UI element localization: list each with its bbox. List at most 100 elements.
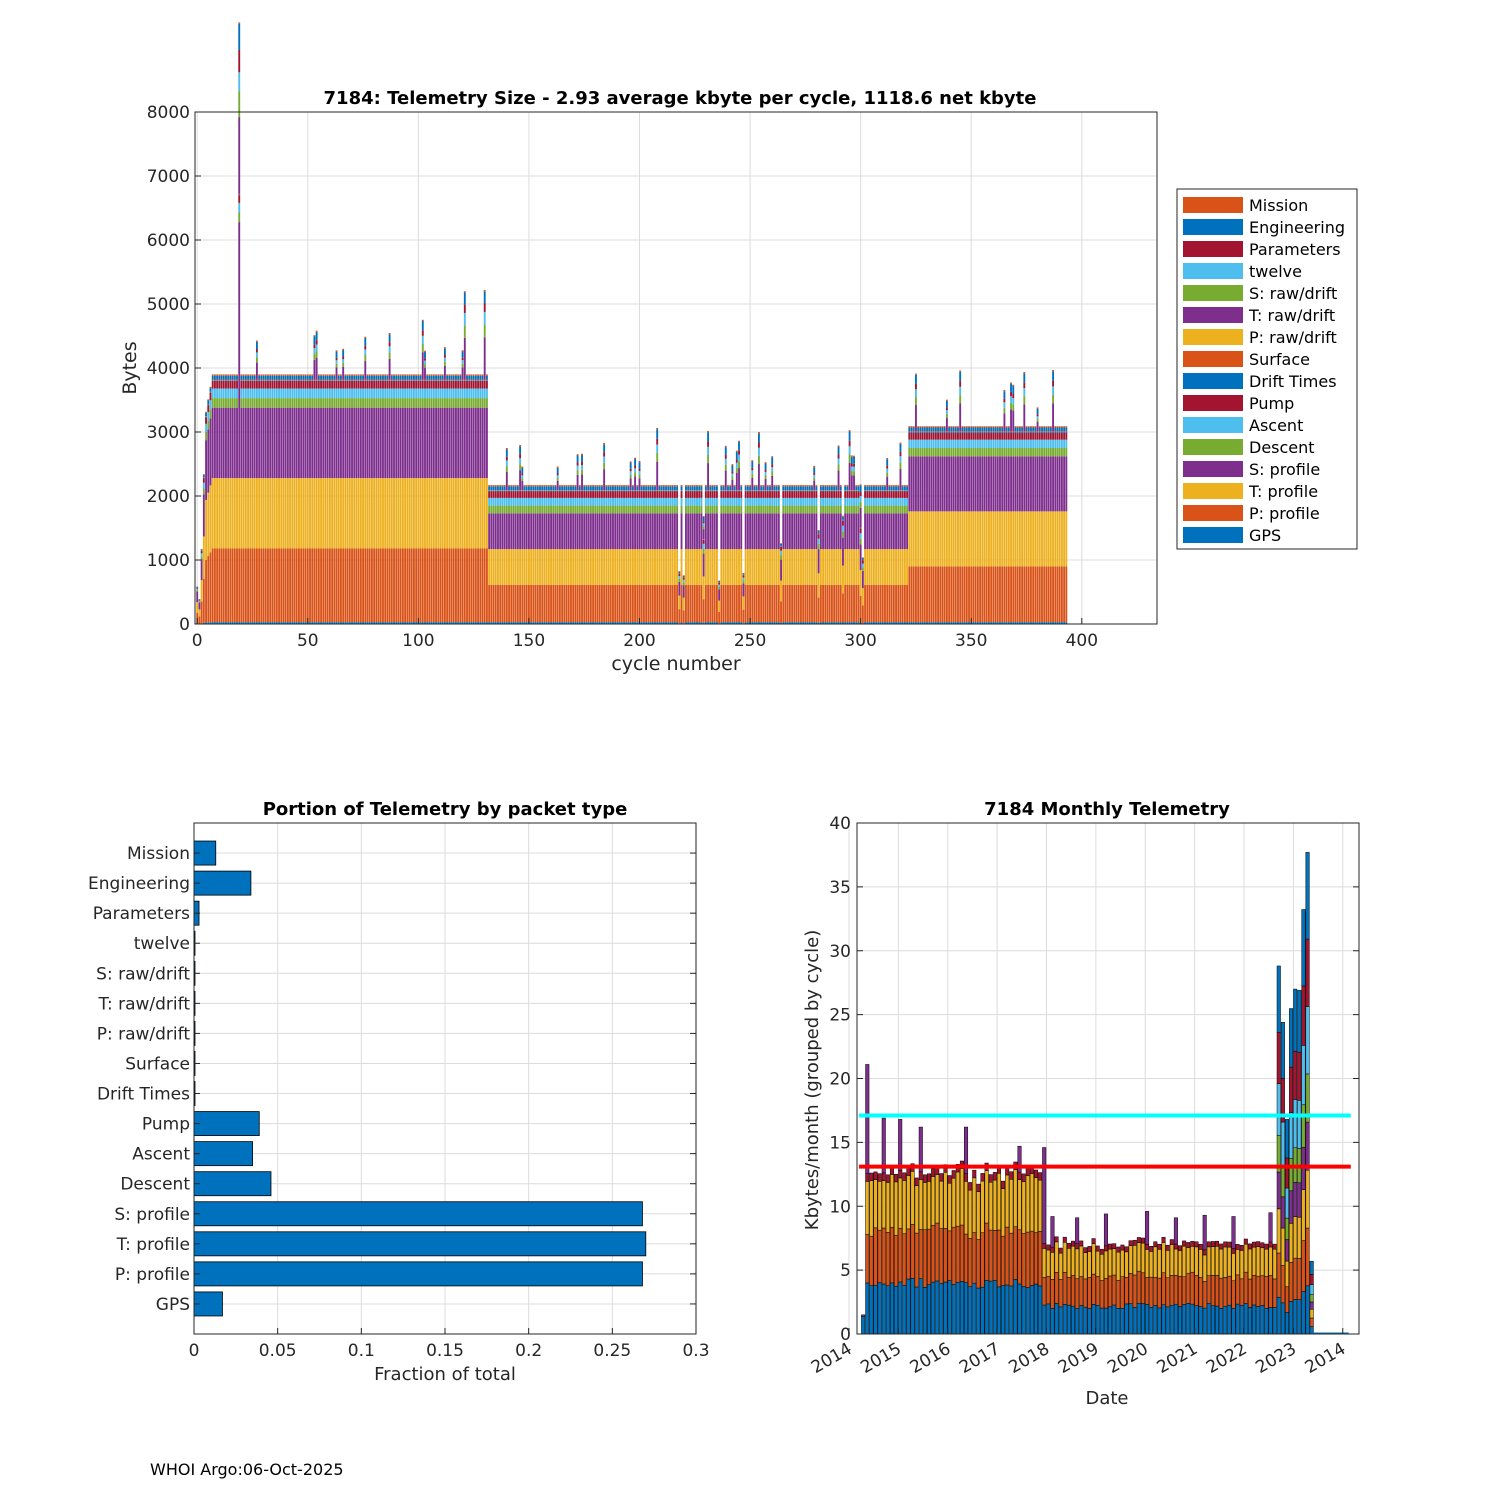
monthly-bar-segment: [1058, 1306, 1063, 1335]
top-bar-segment: [669, 622, 672, 624]
top-bar-segment: [466, 388, 468, 399]
top-bar-segment: [426, 398, 429, 408]
top-bar-segment: [457, 548, 460, 623]
top-bar-segment: [784, 486, 787, 491]
top-bar-segment: [687, 491, 690, 498]
top-bar-segment: [284, 407, 287, 479]
top-bar-segment: [926, 566, 928, 623]
top-bar-segment: [561, 490, 564, 491]
top-bar-segment: [830, 584, 833, 623]
monthly-bar-segment: [992, 1172, 997, 1181]
top-bar-segment: [963, 432, 966, 433]
top-bar-segment: [669, 485, 672, 487]
top-bar-segment: [284, 379, 287, 381]
top-bar-segment: [620, 549, 623, 585]
top-bar-segment: [399, 548, 402, 623]
top-bar-segment: [733, 490, 736, 491]
top-bar-segment: [505, 456, 508, 461]
top-bar-segment: [952, 432, 955, 433]
top-bar-segment: [968, 426, 970, 428]
top-bar-segment: [468, 548, 471, 623]
top-bar-segment: [581, 490, 583, 491]
top-bar-segment: [1063, 427, 1066, 432]
top-bar-segment: [850, 456, 853, 464]
top-bar-segment: [950, 622, 953, 624]
top-bar-segment: [227, 379, 230, 381]
top-bar-segment: [603, 584, 606, 623]
top-bar-segment: [468, 380, 471, 389]
top-bar-segment: [1003, 432, 1006, 440]
top-bar-segment: [817, 573, 820, 598]
top-bar-segment: [866, 513, 869, 550]
top-bar-segment: [835, 513, 838, 550]
monthly-bar-segment: [992, 1179, 997, 1231]
top-bar-segment: [839, 584, 842, 623]
top-bar-segment: [788, 485, 791, 487]
top-bar-segment: [926, 432, 928, 433]
top-bar-segment: [481, 622, 484, 624]
top-bar-segment: [236, 622, 238, 624]
top-bar-segment: [1010, 511, 1012, 567]
top-bar-segment: [658, 491, 661, 498]
monthly-bar-segment: [1021, 1233, 1026, 1287]
top-bar-segment: [320, 375, 322, 380]
top-bar-segment: [612, 505, 614, 514]
top-bar-segment: [384, 548, 387, 623]
top-bar-segment: [899, 468, 902, 491]
top-bar-segment: [536, 485, 539, 487]
top-bar-segment: [581, 461, 583, 466]
top-bar-segment: [634, 505, 637, 514]
top-bar-segment: [994, 432, 997, 440]
top-bar-segment: [242, 622, 245, 624]
top-bar-segment: [388, 622, 391, 624]
top-bar-segment: [426, 388, 429, 399]
top-bar-segment: [738, 497, 740, 506]
top-bar-segment: [300, 379, 303, 381]
top-bar-segment: [419, 374, 422, 376]
top-bar-segment: [651, 513, 654, 550]
top-bar-segment: [326, 388, 329, 399]
top-bar-segment: [530, 486, 533, 491]
top-bar-segment: [1065, 426, 1068, 428]
top-bar-segment: [901, 505, 904, 514]
top-bar-segment: [850, 513, 853, 550]
top-bar-segment: [850, 491, 853, 498]
top-bar-segment: [488, 622, 491, 624]
top-bar-segment: [563, 584, 566, 623]
top-bar-segment: [722, 490, 725, 492]
top-bar-segment: [342, 356, 345, 360]
top-bar-segment: [207, 492, 210, 557]
top-bar-segment: [1034, 448, 1037, 457]
portion-x-tick-label: 0.15: [426, 1341, 464, 1361]
top-bar-segment: [638, 462, 641, 469]
top-bar-segment: [326, 548, 329, 623]
top-bar-segment: [941, 426, 944, 428]
top-bar-segment: [746, 490, 749, 492]
top-bar-segment: [742, 575, 745, 578]
top-bar-segment: [957, 432, 959, 433]
top-bar-segment: [877, 513, 880, 550]
top-bar-segment: [335, 407, 338, 479]
top-bar-segment: [992, 456, 995, 512]
top-bar-segment: [609, 584, 612, 623]
top-bar-segment: [558, 490, 561, 492]
top-bar-segment: [497, 485, 499, 487]
top-bar-segment: [607, 584, 610, 623]
top-bar-segment: [404, 380, 407, 381]
top-bar-segment: [868, 505, 871, 514]
top-bar-segment: [545, 505, 548, 514]
top-bar-segment: [959, 622, 962, 624]
top-bar-segment: [864, 497, 867, 506]
top-bar-segment: [231, 478, 234, 549]
top-bar-segment: [603, 456, 606, 463]
top-bar-segment: [875, 491, 878, 498]
top-bar-segment: [359, 380, 362, 389]
top-bar-segment: [937, 566, 940, 623]
top-bar-segment: [291, 380, 294, 381]
top-bar-segment: [751, 467, 754, 471]
top-bar-segment: [457, 374, 460, 376]
top-x-axis-label: cycle number: [611, 653, 740, 675]
top-bar-segment: [941, 456, 944, 512]
top-bar-segment: [258, 379, 261, 381]
monthly-bar-segment: [906, 1175, 911, 1230]
